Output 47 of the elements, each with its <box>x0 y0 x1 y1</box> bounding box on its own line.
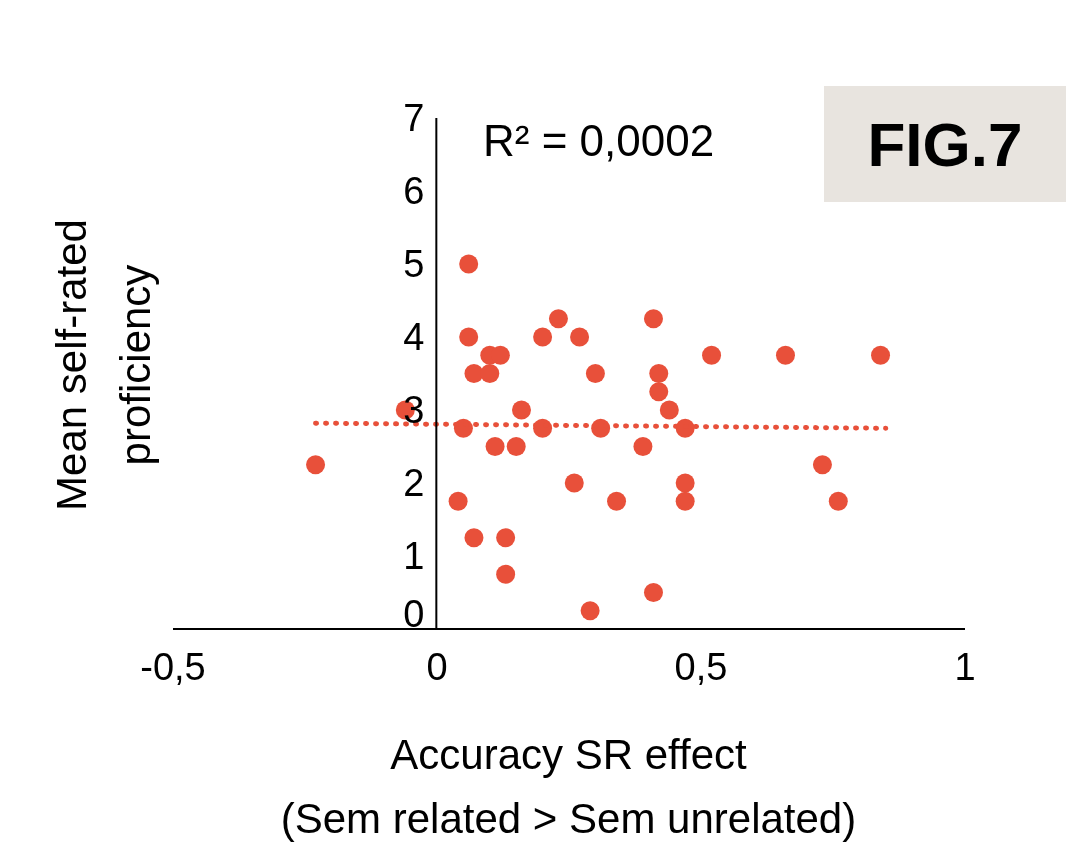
point <box>643 309 663 329</box>
x-axis-title: Accuracy SR effect (Sem related > Sem unrelated) <box>279 730 858 844</box>
point <box>480 364 500 383</box>
y-tick-label: 5 <box>403 243 425 286</box>
point <box>649 364 669 383</box>
point <box>585 364 605 383</box>
point <box>506 437 526 456</box>
x-tick-label: 1 <box>954 645 976 688</box>
y-tick-label: 3 <box>403 389 425 432</box>
y-tick-label: 7 <box>403 97 425 140</box>
point <box>607 491 627 511</box>
point <box>675 473 695 493</box>
point <box>643 583 663 602</box>
point <box>548 309 568 329</box>
point <box>570 327 590 347</box>
point <box>633 437 653 456</box>
point <box>580 601 600 621</box>
point <box>828 491 848 511</box>
point <box>659 400 679 420</box>
point <box>448 491 468 511</box>
y-tick-label: 1 <box>403 535 425 578</box>
point <box>464 364 484 383</box>
point <box>511 400 531 420</box>
annotation: R² = 0,0002 <box>483 116 715 166</box>
point <box>496 564 516 584</box>
point <box>464 528 484 548</box>
y-tick-label: 0 <box>403 593 425 636</box>
point <box>871 345 891 365</box>
point <box>533 327 553 347</box>
x-tick-label: 0,5 <box>674 645 728 688</box>
point <box>459 327 479 347</box>
point <box>675 491 695 511</box>
y-tick-label: 6 <box>403 170 425 213</box>
y-tick-label: 4 <box>403 316 425 359</box>
point <box>812 455 832 475</box>
point <box>496 528 516 548</box>
point <box>702 345 722 365</box>
point <box>775 345 795 365</box>
point <box>485 437 505 456</box>
point <box>564 473 584 493</box>
point <box>459 254 479 274</box>
annotation: FIG.7 <box>824 86 1066 202</box>
point <box>649 382 669 402</box>
y-tick-label: 2 <box>403 462 425 505</box>
point <box>306 455 326 475</box>
y-axis-title: Mean self-rated proficiency <box>47 218 160 513</box>
x-tick-label: -0,5 <box>140 645 206 688</box>
